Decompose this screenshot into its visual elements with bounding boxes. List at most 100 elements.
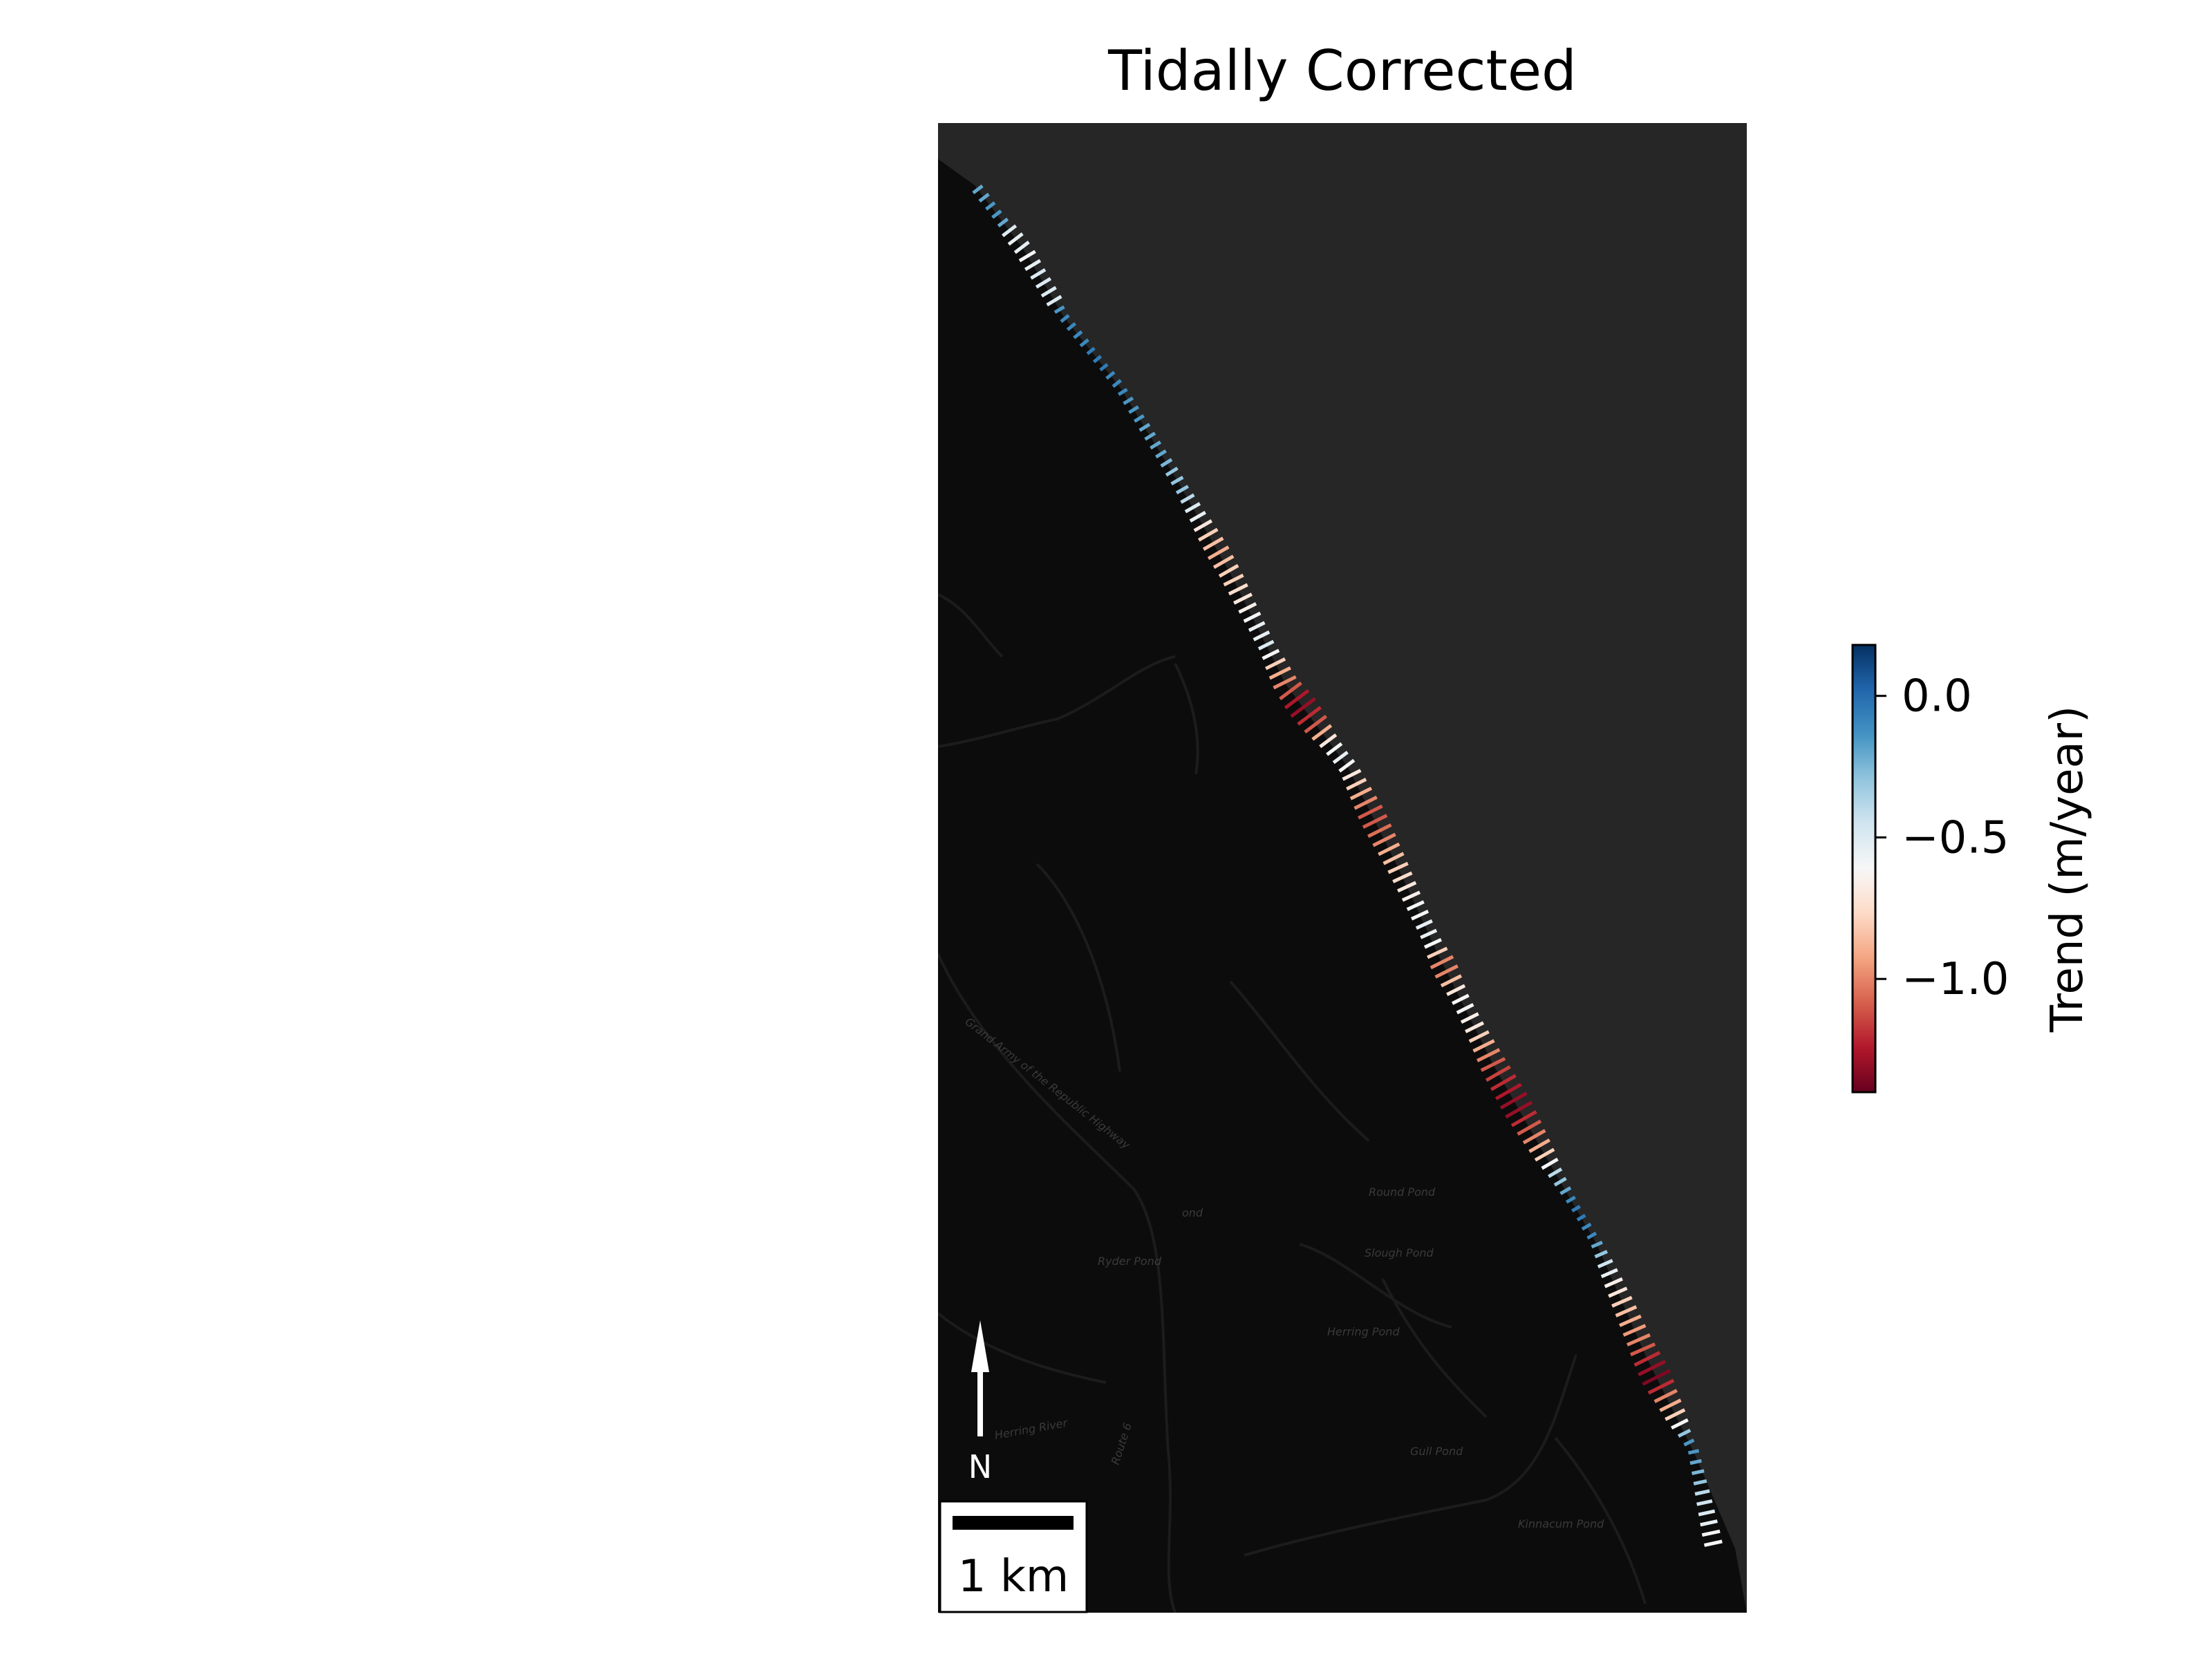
place-label-round-pond: Round Pond	[1369, 1185, 1436, 1199]
transect-marker	[1683, 1438, 1695, 1447]
transect-marker	[1297, 706, 1322, 726]
road-network	[938, 593, 1647, 1613]
transect-marker	[1382, 852, 1405, 865]
transect-marker	[1480, 1057, 1506, 1072]
map-title: Tidally Corrected	[1107, 39, 1577, 103]
transect-marker	[1180, 493, 1195, 504]
place-label-slough-pond: Slough Pond	[1365, 1246, 1434, 1259]
transect-marker	[1604, 1277, 1623, 1288]
transect-marker	[1687, 1449, 1700, 1455]
transect-marker	[1193, 519, 1213, 532]
transect-marker	[1099, 363, 1109, 372]
transect-marker	[1013, 241, 1030, 254]
place-label-gull-pond: Gull Pond	[1410, 1445, 1463, 1458]
transect-marker	[991, 209, 1002, 219]
transect-marker	[1647, 1378, 1675, 1395]
transect-marker	[1586, 1231, 1597, 1240]
transect-marker	[1060, 314, 1070, 324]
transect-marker	[1703, 1539, 1723, 1547]
transect-marker	[1696, 1499, 1713, 1506]
north-label: N	[968, 1448, 992, 1485]
transect-marker	[1528, 1138, 1550, 1153]
transect-marker	[1311, 724, 1333, 741]
scale-bar-line	[953, 1516, 1074, 1530]
transect-marker	[1092, 355, 1103, 364]
transect-marker	[1420, 928, 1438, 939]
transect-marker	[1446, 984, 1466, 996]
transect-marker	[1175, 485, 1190, 495]
transect-marker	[1138, 422, 1151, 432]
transect-marker	[1112, 379, 1122, 388]
transect-marker	[1134, 414, 1145, 423]
transect-marker	[1243, 611, 1262, 624]
transect-marker	[1451, 993, 1470, 1005]
transect-marker	[1117, 388, 1128, 396]
transect-marker	[1273, 675, 1297, 690]
transect-marker	[1548, 1167, 1563, 1179]
transect-marker	[1434, 964, 1459, 979]
transect-marker	[1534, 1147, 1555, 1162]
transect-marker	[1472, 1039, 1495, 1053]
colorbar: 0.0 −0.5 −1.0 Trend (m/year)	[1851, 644, 2093, 1094]
transect-marker	[1627, 1333, 1651, 1347]
north-arrow: N	[968, 1320, 992, 1485]
transect-marker	[1591, 1240, 1603, 1249]
transect-marker	[1358, 804, 1383, 820]
transect-marker	[1326, 742, 1343, 756]
transect-marker	[1477, 1048, 1501, 1062]
transect-marker	[1401, 890, 1421, 902]
transect-marker	[1611, 1295, 1633, 1308]
transect-marker	[1066, 322, 1077, 331]
colorbar-ticks: 0.0 −0.5 −1.0	[1875, 671, 2009, 1005]
transect-marker	[1698, 1509, 1716, 1517]
transect-marker	[1128, 405, 1140, 414]
transect-marker	[1189, 511, 1207, 523]
transect-marker	[1677, 1428, 1691, 1438]
transect-marker	[1079, 338, 1089, 348]
transect-marker	[1619, 1314, 1642, 1327]
transect-marker	[1411, 910, 1430, 921]
transect-marker	[1319, 733, 1338, 749]
transect-marker	[1197, 527, 1219, 542]
transect-marker	[1268, 666, 1291, 680]
map-panel: Round Pond Slough Pond Ryder Pond Herrin…	[938, 123, 1747, 1613]
transect-marker	[1633, 1351, 1661, 1367]
transect-marker	[1581, 1222, 1592, 1231]
place-label-herring-pond: Herring Pond	[1327, 1325, 1400, 1338]
transect-marker	[978, 192, 990, 203]
transect-marker	[1490, 1074, 1517, 1091]
transect-marker	[1392, 871, 1413, 883]
transect-marker	[1002, 224, 1018, 238]
transect-marker	[1553, 1177, 1567, 1187]
transect-marker	[1665, 1408, 1686, 1421]
place-label-ond: ond	[1182, 1206, 1203, 1219]
place-label-ryder-pond: Ryder Pond	[1098, 1255, 1162, 1268]
transect-marker	[985, 201, 996, 211]
transect-marker	[1460, 1012, 1479, 1024]
transect-marker	[1212, 554, 1235, 569]
transect-marker	[1257, 639, 1275, 650]
transect-marker	[1659, 1398, 1682, 1412]
transect-marker	[1342, 769, 1362, 781]
colorbar-tick-label: 0.0	[1902, 671, 1972, 722]
transect-marker	[1653, 1389, 1678, 1403]
transect-marker	[1430, 955, 1454, 970]
transect-marker	[1202, 536, 1224, 551]
transect-marker	[1694, 1489, 1710, 1496]
transect-marker	[1615, 1305, 1638, 1318]
transect-marker	[1284, 688, 1310, 710]
transect-marker	[1505, 1100, 1533, 1119]
transect-marker	[1440, 974, 1463, 988]
transect-marker	[1233, 592, 1253, 605]
transect-marker	[1184, 502, 1201, 514]
transect-marker	[1594, 1250, 1609, 1259]
transect-marker	[1086, 346, 1096, 355]
transect-marker	[1499, 1091, 1528, 1110]
transect-marker	[1253, 630, 1271, 641]
transect-marker	[1367, 823, 1392, 838]
place-label-kinnacum-pond: Kinnacum Pond	[1518, 1517, 1604, 1530]
transect-marker	[1238, 602, 1257, 614]
transect-marker	[1700, 1519, 1718, 1527]
transect-marker	[1693, 1479, 1707, 1485]
transect-marker	[1691, 1469, 1705, 1476]
